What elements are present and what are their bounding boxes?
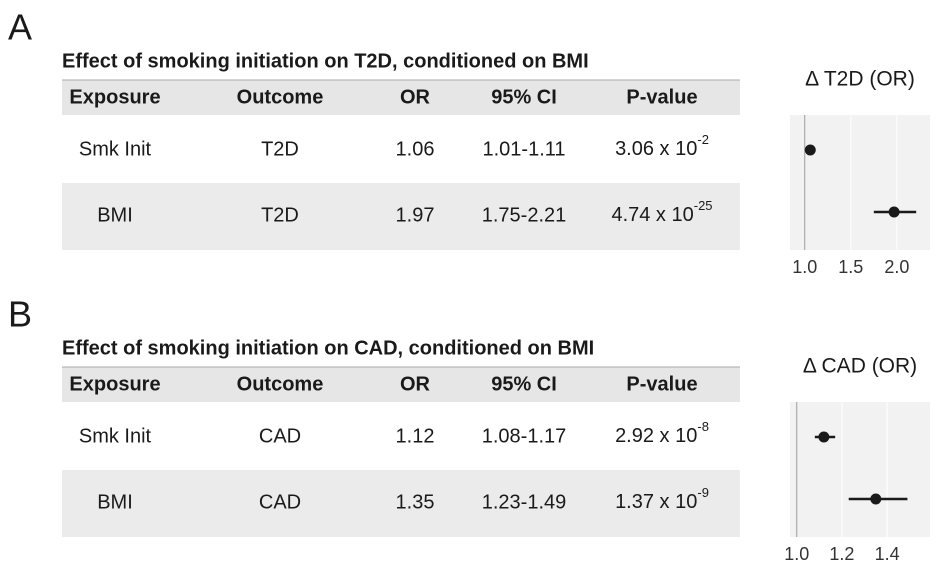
point-estimate: [870, 493, 882, 505]
point-estimate: [804, 144, 816, 156]
p-value: 3.06 x 10-2: [615, 132, 709, 160]
table-cell: Smk Init: [79, 138, 152, 160]
x-tick-label: 1.0: [792, 257, 817, 277]
x-tick-label: 1.0: [784, 544, 809, 564]
row-bg: [62, 183, 740, 250]
table-cell: CAD: [259, 425, 301, 447]
p-value: 1.37 x 10-9: [615, 485, 709, 513]
column-header: OR: [400, 373, 431, 395]
p-value-exponent: -25: [694, 198, 713, 213]
table-cell: CAD: [259, 491, 301, 513]
p-value-base: 3.06 x 10: [615, 138, 697, 160]
header-bg: [62, 367, 740, 402]
header-bg: [62, 80, 740, 115]
plot-title: Δ T2D (OR): [805, 68, 915, 91]
table-cell: Smk Init: [79, 425, 152, 447]
table-cell: T2D: [261, 204, 299, 226]
table-cell: T2D: [261, 138, 299, 160]
table-title: Effect of smoking initiation on T2D, con…: [62, 50, 589, 72]
x-tick-label: 1.5: [838, 257, 863, 277]
table-cell: 1.35: [396, 491, 435, 513]
column-header: Outcome: [237, 373, 324, 395]
panel-label: B: [8, 294, 32, 335]
table-cell: 1.97: [396, 204, 435, 226]
table-title: Effect of smoking initiation on CAD, con…: [62, 337, 594, 359]
x-tick-label: 1.2: [829, 544, 854, 564]
plot-bg: [790, 402, 930, 537]
table-cell: BMI: [97, 204, 133, 226]
p-value: 4.74 x 10-25: [611, 198, 712, 226]
x-tick-label: 2.0: [884, 257, 909, 277]
table-cell: 1.06: [396, 138, 435, 160]
table-cell: 1.12: [396, 425, 435, 447]
table-cell: 1.75-2.21: [482, 204, 567, 226]
point-estimate: [888, 206, 900, 218]
column-header: Exposure: [69, 373, 160, 395]
point-estimate: [818, 431, 830, 443]
p-value: 2.92 x 10-8: [615, 419, 709, 447]
plot-title: Δ CAD (OR): [803, 355, 917, 378]
p-value-exponent: -9: [697, 485, 709, 500]
table-cell: 1.01-1.11: [482, 138, 565, 160]
column-header: P-value: [626, 373, 697, 395]
p-value-base: 4.74 x 10: [611, 204, 693, 226]
p-value-exponent: -2: [697, 132, 709, 147]
table-cell: 1.23-1.49: [482, 491, 567, 513]
panel-label: A: [8, 7, 32, 48]
column-header: OR: [400, 86, 431, 108]
p-value-base: 1.37 x 10: [615, 491, 697, 513]
p-value-base: 2.92 x 10: [615, 425, 697, 447]
plot-bg: [790, 115, 930, 250]
row-bg: [62, 470, 740, 537]
column-header: 95% CI: [491, 373, 557, 395]
column-header: P-value: [626, 86, 697, 108]
column-header: 95% CI: [491, 86, 557, 108]
column-header: Outcome: [237, 86, 324, 108]
table-cell: BMI: [97, 491, 133, 513]
column-header: Exposure: [69, 86, 160, 108]
p-value-exponent: -8: [697, 419, 709, 434]
table-cell: 1.08-1.17: [482, 425, 567, 447]
x-tick-label: 1.4: [875, 544, 900, 564]
